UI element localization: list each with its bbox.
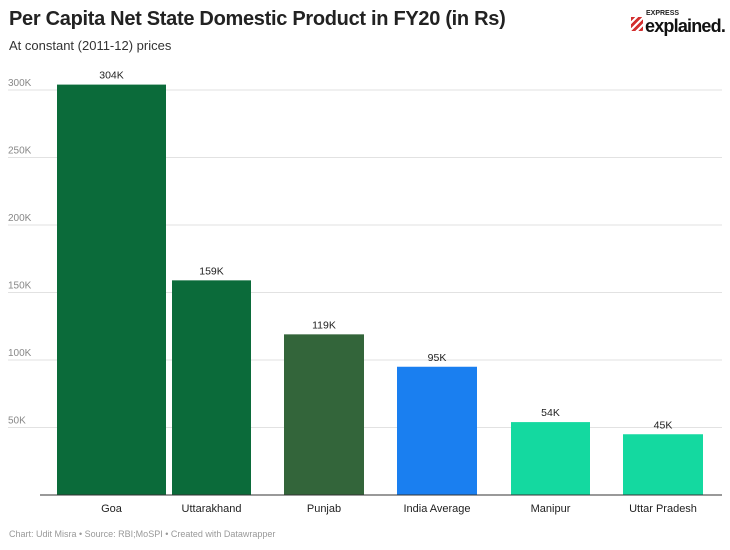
bar-uttarakhand xyxy=(172,280,251,495)
data-label: 95K xyxy=(428,352,447,364)
logo-express-text: EXPRESS xyxy=(646,10,680,17)
chart-title: Per Capita Net State Domestic Product in… xyxy=(9,8,506,30)
bar-goa xyxy=(57,84,166,495)
x-tick-label: Goa xyxy=(101,503,123,515)
express-explained-logo: EXPRESS explained. xyxy=(628,8,726,38)
y-tick-label: 250K xyxy=(8,146,32,157)
bar-india-average xyxy=(397,366,477,495)
logo-stripes-icon xyxy=(631,17,643,31)
logo-explained-text: explained. xyxy=(645,16,726,36)
y-tick-label: 150K xyxy=(8,281,32,292)
bar-punjab xyxy=(284,334,364,495)
y-tick-label: 100K xyxy=(8,348,32,359)
x-tick-label: Manipur xyxy=(531,503,571,515)
y-tick-label: 50K xyxy=(8,416,26,427)
bar-manipur xyxy=(511,422,590,495)
x-tick-label: India Average xyxy=(403,503,470,515)
data-label: 304K xyxy=(99,70,124,82)
y-tick-label: 300K xyxy=(8,78,32,89)
data-label: 54K xyxy=(541,407,560,419)
x-tick-label: Uttarakhand xyxy=(182,503,242,515)
chart-subtitle: At constant (2011-12) prices xyxy=(9,38,172,53)
data-label: 159K xyxy=(199,265,224,277)
y-tick-label: 200K xyxy=(8,213,32,224)
x-tick-label: Uttar Pradesh xyxy=(629,503,697,515)
bar-uttar-pradesh xyxy=(623,434,703,495)
data-label: 45K xyxy=(654,419,673,431)
chart-footer: Chart: Udit Misra • Source: RBI;MoSPI • … xyxy=(9,529,276,539)
x-tick-label: Punjab xyxy=(307,503,341,515)
data-label: 119K xyxy=(312,319,336,331)
